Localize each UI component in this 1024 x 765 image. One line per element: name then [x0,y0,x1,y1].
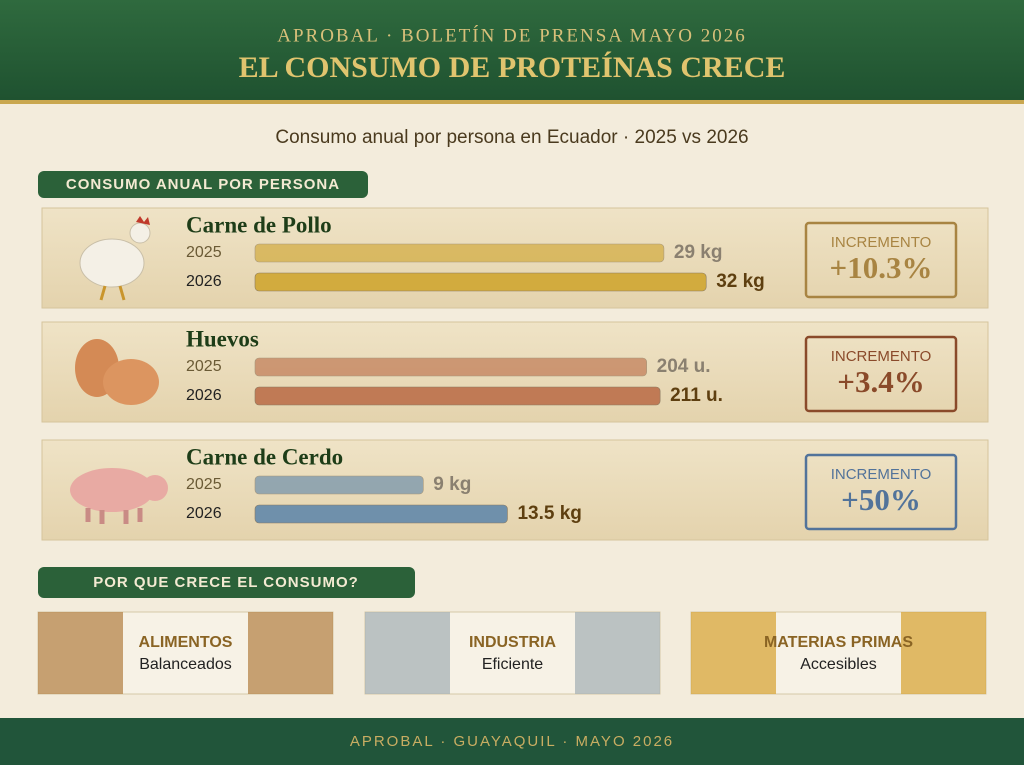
icon [103,359,159,405]
increase: +50% [841,482,921,517]
kicker: APROBAL · BOLETÍN DE PRENSA MAYO 2026 [277,24,747,46]
icon [70,468,154,512]
subtitle: Consumo anual por persona en Ecuador · 2… [275,127,748,148]
reason-subtitle: Balanceados [139,656,232,673]
value-label: 29 kg [674,242,723,263]
icon [79,238,145,288]
bar [254,504,508,524]
stamp [804,453,958,531]
reasons-pill [38,567,415,598]
product-name: Carne de Cerdo [186,444,343,469]
increase: +10.3% [830,250,933,285]
stamp-label: INCREMENTO [831,234,932,251]
stamp [804,221,958,299]
reason-image [691,612,776,694]
icon [129,222,151,244]
footer: APROBAL · GUAYAQUIL · MAYO 2026 [350,733,674,750]
title: EL CONSUMO DE PROTEÍNAS CRECE [239,51,786,84]
stamp [804,335,958,413]
year-label: 2025 [186,244,222,261]
reason-image [248,612,333,694]
product-name: Carne de Pollo [186,212,332,237]
value-label: 211 u. [670,385,723,406]
section-label: CONSUMO ANUAL POR PERSONA [66,176,340,193]
reason-image [365,612,450,694]
icon [99,285,126,301]
header-band [0,0,1024,100]
product-name: Huevos [186,326,259,351]
bar [254,243,665,263]
value-label: 32 kg [716,271,765,292]
product-card [41,439,989,541]
icon [142,475,168,501]
bar [254,475,424,495]
year-label: 2025 [186,358,222,375]
icon [85,508,143,524]
stamp-label: INCREMENTO [831,466,932,483]
bar [254,357,647,377]
year-label: 2026 [186,273,222,290]
reasons-label: POR QUE CRECE EL CONSUMO? [93,574,359,591]
year-label: 2026 [186,505,222,522]
value-label: 13.5 kg [517,503,581,524]
reason-title: ALIMENTOS [139,634,233,651]
bar [254,272,707,292]
reason-image [901,612,986,694]
year-label: 2025 [186,476,222,493]
bar [254,386,661,406]
reason-image [38,612,123,694]
reason-image [575,612,660,694]
reason-title: MATERIAS PRIMAS [764,634,913,651]
footer-band [0,718,1024,765]
header-rule [0,100,1024,104]
reason-subtitle: Eficiente [482,656,543,673]
value-label: 9 kg [433,474,471,495]
value-label: 204 u. [657,356,711,377]
section-pill [38,171,368,198]
stamp-label: INCREMENTO [831,348,932,365]
icon [136,216,150,225]
reason-title: INDUSTRIA [469,634,557,651]
reason-subtitle: Accesibles [800,656,876,673]
increase: +3.4% [837,364,924,399]
year-label: 2026 [186,387,222,404]
